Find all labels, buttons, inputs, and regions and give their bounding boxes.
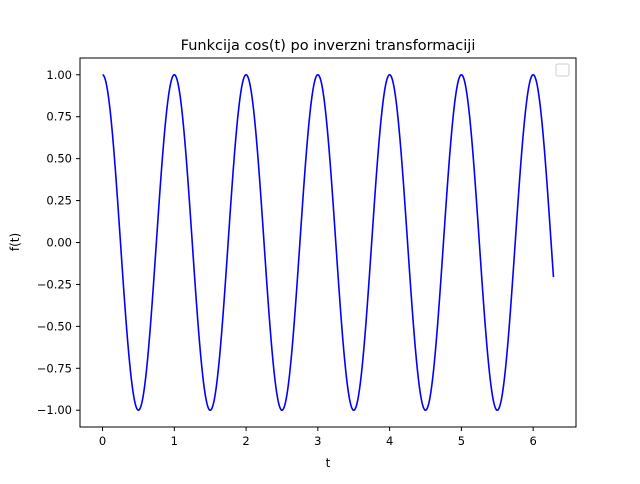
y-tick-label: 1.00 (46, 68, 72, 82)
y-tick-label: −0.25 (37, 277, 72, 291)
y-tick-label: −0.50 (37, 319, 72, 333)
x-tick-label: 3 (314, 434, 321, 448)
y-tick-label: 0.50 (46, 152, 72, 166)
series-line (102, 73, 555, 412)
x-tick-label: 5 (458, 434, 465, 448)
x-tick-label: 1 (171, 434, 178, 448)
y-tick-label: 0.00 (46, 236, 72, 250)
y-axis-label: f(t) (8, 233, 22, 251)
chart-title: Funkcija cos(t) po inverzni transformaci… (181, 38, 476, 54)
y-tick-label: 0.25 (46, 194, 72, 208)
x-tick-label: 4 (386, 434, 393, 448)
x-axis-label: t (326, 456, 331, 470)
y-tick-label: 0.75 (46, 110, 72, 124)
x-tick-label: 2 (242, 434, 249, 448)
legend-box (555, 63, 570, 77)
y-tick-label: −0.75 (37, 361, 72, 375)
x-tick-label: 0 (99, 434, 106, 448)
y-tick-label: −1.00 (37, 403, 72, 417)
plot-frame (79, 57, 577, 428)
x-tick-label: 6 (529, 434, 536, 448)
